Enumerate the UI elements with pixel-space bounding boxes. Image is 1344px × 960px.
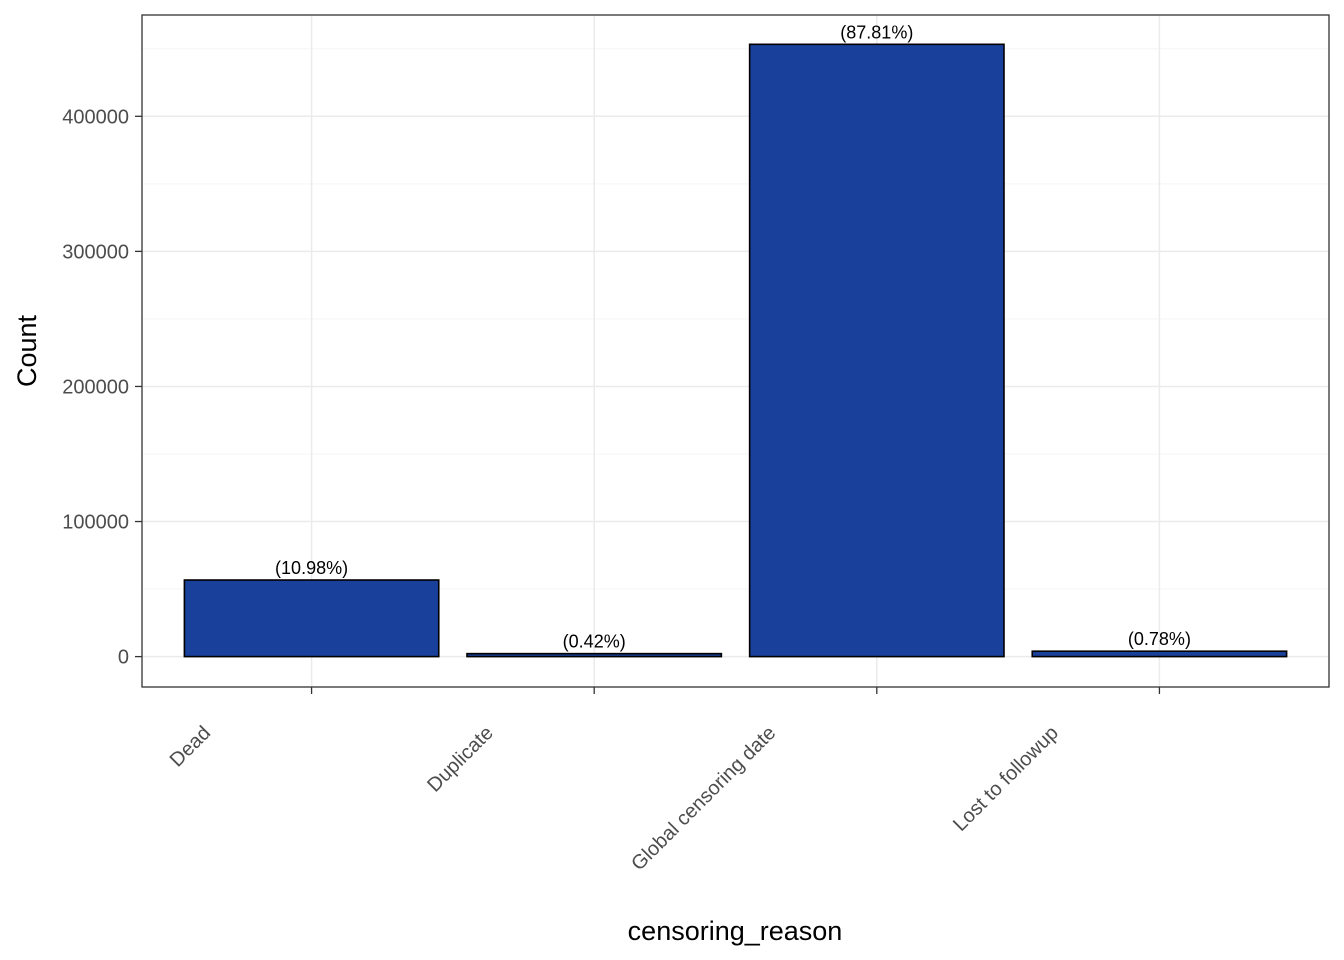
bar xyxy=(748,43,1005,658)
bar-value-label: (87.81%) xyxy=(840,22,913,42)
grid xyxy=(142,15,1329,687)
bars xyxy=(183,43,1288,658)
y-tick-label: 300000 xyxy=(62,241,129,263)
x-axis-title: censoring_reason xyxy=(628,916,843,946)
panel-border xyxy=(141,14,1330,688)
bar xyxy=(466,652,723,658)
y-axis-title: Count xyxy=(12,314,42,387)
y-tick-label: 0 xyxy=(118,647,129,669)
y-tick-label: 100000 xyxy=(62,512,129,534)
bar-value-label: (10.98%) xyxy=(275,558,348,578)
bar-value-label: (0.42%) xyxy=(563,632,626,652)
bar-labels: (10.98%) (0.42%) (87.81%) (0.78%) xyxy=(275,22,1191,651)
y-tick-label: 400000 xyxy=(62,106,129,128)
bar xyxy=(183,579,440,658)
bar xyxy=(1031,650,1288,658)
bar-value-label: (0.78%) xyxy=(1128,629,1191,649)
y-tick-label: 200000 xyxy=(62,376,129,398)
y-axis: 0 100000 200000 300000 400000 xyxy=(62,106,142,669)
